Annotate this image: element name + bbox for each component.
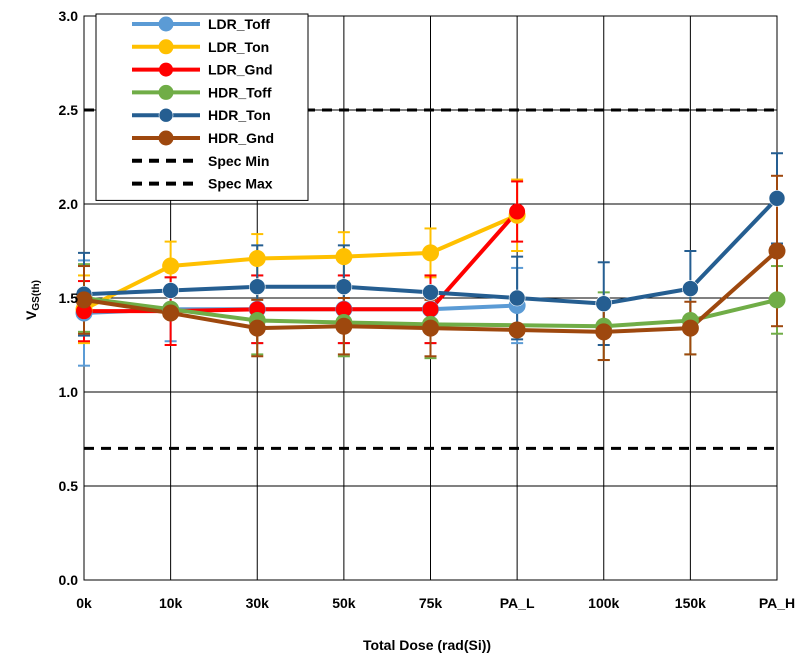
data-point [768,190,786,207]
data-point [248,278,266,296]
legend-box [95,13,309,201]
x-axis-title: Total Dose (rad(Si)) [363,637,491,653]
data-point [422,284,439,301]
legend-label: Spec Max [208,176,273,192]
data-point [509,203,526,220]
data-point [159,62,173,77]
x-tick-label: 30k [246,595,270,611]
data-point [335,278,353,296]
data-point [335,317,353,335]
legend-item: HDR_Ton [132,107,271,123]
data-point [158,39,174,55]
data-point [508,289,526,307]
data-point [158,16,174,32]
data-point [335,301,352,318]
data-point [682,280,699,297]
data-point [422,301,439,318]
data-point [162,257,180,275]
data-point [681,319,699,337]
y-tick-label: 0.5 [59,478,79,494]
y-tick-label: 0.0 [59,572,79,588]
series-markers [75,190,786,341]
y-tick-label: 3.0 [59,8,79,24]
x-tick-label: 50k [332,595,356,611]
legend-label: LDR_Toff [208,16,270,32]
legend-label: LDR_Gnd [208,62,273,78]
x-tick-label: 100k [588,595,619,611]
data-point [248,319,266,337]
y-axis-title-sub: GS(th) [31,280,42,311]
legend-label: HDR_Gnd [208,130,274,146]
x-tick-label: 75k [419,595,443,611]
x-tick-label: 10k [159,595,183,611]
data-point [248,250,266,268]
legend-item: LDR_Toff [132,16,270,32]
data-point [158,130,174,146]
series-line-ldr-gnd [84,210,519,314]
legend-item: HDR_Toff [132,84,272,100]
y-tick-label: 1.5 [59,290,79,306]
data-point [335,248,353,266]
data-point [422,244,439,262]
y-tick-label: 2.0 [59,196,79,212]
legend-item: LDR_Ton [132,39,269,55]
legend: LDR_Toff LDR_Ton LDR_Gnd HDR_Toff HDR_Ton HDR… [95,13,309,201]
legend-label: LDR_Ton [208,39,269,55]
data-point [158,107,174,123]
legend-label: HDR_Ton [208,107,271,123]
y-tick-label: 2.5 [59,102,79,118]
x-tick-labels: 0k 10k 30k 50k 75k PA_L 100k 150k PA_H [76,595,795,611]
data-point [75,291,93,309]
legend-label: HDR_Toff [208,84,272,100]
legend-item: LDR_Gnd [132,62,273,78]
data-point [508,321,526,339]
legend-item: HDR_Gnd [132,130,274,146]
y-tick-labels: 0.0 0.5 1.0 1.5 2.0 2.5 3.0 [59,8,79,588]
data-point [768,291,786,309]
legend-label: Spec Min [208,153,269,169]
x-tick-label: PA_L [500,595,535,611]
legend-item: Spec Max [132,176,273,192]
y-axis-title-main: V [23,310,39,320]
x-tick-label: 0k [76,595,92,611]
data-point [162,282,179,299]
x-tick-label: 150k [675,595,706,611]
x-tick-label: PA_H [759,595,795,611]
series-line-ldr-ton [83,213,518,312]
legend-item: Spec Min [132,153,269,169]
data-point [158,84,174,100]
data-point [422,319,439,337]
data-point [768,242,786,260]
series-line-hdr-toff [83,296,778,329]
data-point [595,295,613,312]
data-point [162,304,180,322]
data-point [595,323,613,341]
y-tick-label: 1.0 [59,384,79,400]
y-axis-title: VGS(th) [23,280,42,320]
reference-lines [84,108,777,450]
